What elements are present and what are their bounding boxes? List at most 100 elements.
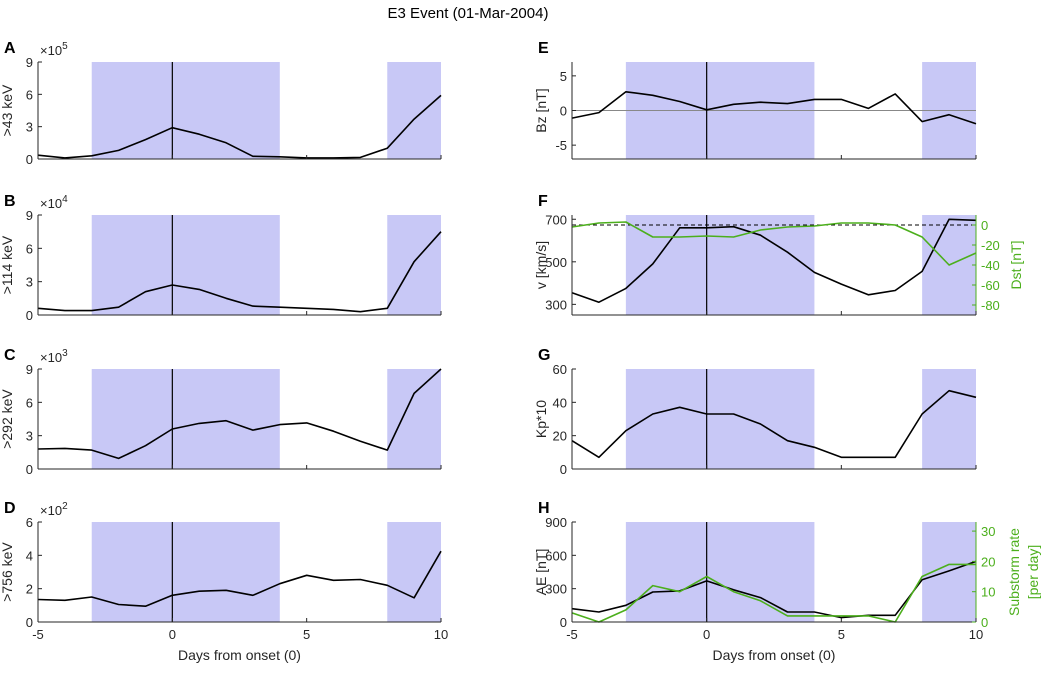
axis-multiplier-base-b: ×10 xyxy=(40,196,62,211)
x-tick-label-d-2: 5 xyxy=(303,627,310,642)
y-tick-label-f-0: 300 xyxy=(545,297,567,312)
panel-letter-f: F xyxy=(538,193,548,210)
x-tick-label-h-0: -5 xyxy=(566,627,578,642)
axis-multiplier-exp-b: 4 xyxy=(62,194,68,205)
series-line-c-0 xyxy=(37,368,442,460)
y-axis-label-e: Bz [nT] xyxy=(533,88,549,132)
shaded-interval-a-1 xyxy=(387,62,441,159)
panel-letter-e: E xyxy=(538,40,549,57)
y2-tick-label-f-0: 0 xyxy=(981,218,988,233)
y2-tick-label-h-1: 10 xyxy=(981,585,995,600)
y-tick-label-b-0: 0 xyxy=(26,308,33,323)
y2-tick-label-h-2: 20 xyxy=(981,554,995,569)
shaded-interval-d-0 xyxy=(91,522,280,622)
y-tick-label-g-1: 20 xyxy=(553,429,567,444)
y-tick-label-a-2: 6 xyxy=(26,87,33,102)
axis-multiplier-base-a: ×10 xyxy=(40,43,62,58)
shaded-interval-b-0 xyxy=(91,215,280,315)
y-tick-label-b-2: 6 xyxy=(26,241,33,256)
panel-letter-a: A xyxy=(4,40,16,57)
axis-multiplier-a: ×105 xyxy=(40,41,68,58)
y-tick-label-h-3: 900 xyxy=(545,515,567,530)
axis-multiplier-exp-a: 5 xyxy=(62,41,68,52)
y-tick-label-b-1: 3 xyxy=(26,275,33,290)
y-tick-label-f-2: 700 xyxy=(545,212,567,227)
shaded-interval-g-1 xyxy=(922,369,976,469)
panel-g: 0 20 40 60 Kp*10 G xyxy=(533,347,977,477)
y-tick-label-b-3: 9 xyxy=(26,208,33,223)
series-line-a-0 xyxy=(37,94,442,159)
series-line-h-1 xyxy=(571,563,976,623)
axis-multiplier-base-d: ×10 xyxy=(40,503,62,518)
series-line-b-0 xyxy=(37,231,442,313)
y-tick-label-c-2: 6 xyxy=(26,395,33,410)
x-tick-label-h-1: 0 xyxy=(703,627,710,642)
panel-letter-b: B xyxy=(4,193,16,210)
axis-multiplier-c: ×103 xyxy=(40,348,68,365)
y-tick-label-f-1: 500 xyxy=(545,255,567,270)
shaded-interval-d-1 xyxy=(387,522,441,622)
y-tick-label-e-1: 0 xyxy=(560,104,567,119)
y-tick-label-d-0: 0 xyxy=(26,615,33,630)
series-line-e-0 xyxy=(571,91,977,125)
y2-tick-label-h-0: 0 xyxy=(981,615,988,630)
shaded-interval-h-0 xyxy=(625,522,815,622)
y-tick-label-h-2: 600 xyxy=(545,548,567,563)
x-tick-label-h-3: 10 xyxy=(969,627,983,642)
y-tick-label-a-0: 0 xyxy=(26,152,33,167)
y-tick-label-a-3: 9 xyxy=(26,55,33,70)
series-line-g-0 xyxy=(571,389,977,459)
x-tick-label-d-0: -5 xyxy=(32,627,44,642)
y2-axis-label-line2-h: [per day] xyxy=(1025,545,1041,599)
axis-multiplier-base-c: ×10 xyxy=(40,350,62,365)
y2-tick-label-f-3: -60 xyxy=(981,278,1000,293)
y-tick-label-d-1: 2 xyxy=(26,582,33,597)
x-axis-label-d: Days from onset (0) xyxy=(178,647,301,663)
panel-letter-d: D xyxy=(4,500,16,517)
shaded-interval-f-0 xyxy=(625,215,815,315)
axis-multiplier-d: ×102 xyxy=(40,501,68,518)
y-tick-label-d-3: 6 xyxy=(26,515,33,530)
shaded-interval-a-0 xyxy=(91,62,280,159)
y-tick-label-g-2: 40 xyxy=(553,395,567,410)
shaded-interval-b-1 xyxy=(387,215,441,315)
y-tick-label-e-0: -5 xyxy=(555,138,567,153)
y-tick-label-d-2: 4 xyxy=(26,548,33,563)
y-tick-label-e-2: 5 xyxy=(560,69,567,84)
x-axis-label-h: Days from onset (0) xyxy=(713,647,836,663)
series-line-d-0 xyxy=(37,550,442,608)
series-line-f-0 xyxy=(571,218,977,304)
axis-multiplier-exp-c: 3 xyxy=(62,348,68,359)
panel-letter-g: G xyxy=(538,347,550,364)
y-tick-label-g-3: 60 xyxy=(553,362,567,377)
y-tick-label-h-1: 300 xyxy=(545,582,567,597)
y-axis-label-c: >292 keV xyxy=(0,389,15,449)
panel-e: -5 0 5 Bz [nT] E xyxy=(533,40,977,160)
y-tick-label-h-0: 0 xyxy=(560,615,567,630)
y-axis-label-a: >43 keV xyxy=(0,84,15,136)
panel-a: 0 3 6 9 >43 keV ×105 A xyxy=(0,40,442,167)
axis-multiplier-b: ×104 xyxy=(40,194,68,211)
y2-tick-label-h-3: 30 xyxy=(981,524,995,539)
y2-axis-label-f: Dst [nT] xyxy=(1008,240,1024,289)
y-axis-label-d: >756 keV xyxy=(0,542,15,602)
x-tick-label-d-3: 10 xyxy=(434,627,448,642)
y-tick-label-c-3: 9 xyxy=(26,362,33,377)
y2-tick-label-f-4: -80 xyxy=(981,298,1000,313)
x-tick-label-d-1: 0 xyxy=(169,627,176,642)
y-tick-label-g-0: 0 xyxy=(560,462,567,477)
series-line-f-1 xyxy=(571,221,977,266)
figure-title: E3 Event (01-Mar-2004) xyxy=(388,5,549,22)
x-tick-label-h-2: 5 xyxy=(838,627,845,642)
y-tick-label-a-1: 3 xyxy=(26,120,33,135)
y2-axis-label-line1-h: Substorm rate xyxy=(1006,528,1022,616)
panel-b: 0 3 6 9 >114 keV ×104 B xyxy=(0,193,442,323)
panel-f: 300 500 700 0 -20 -40 -60 -80 v [km/s] Dst [nT] F xyxy=(533,193,1024,316)
shaded-interval-g-0 xyxy=(625,369,815,469)
panel-letter-h: H xyxy=(538,500,550,517)
y-axis-label-h: AE [nT] xyxy=(533,549,549,596)
